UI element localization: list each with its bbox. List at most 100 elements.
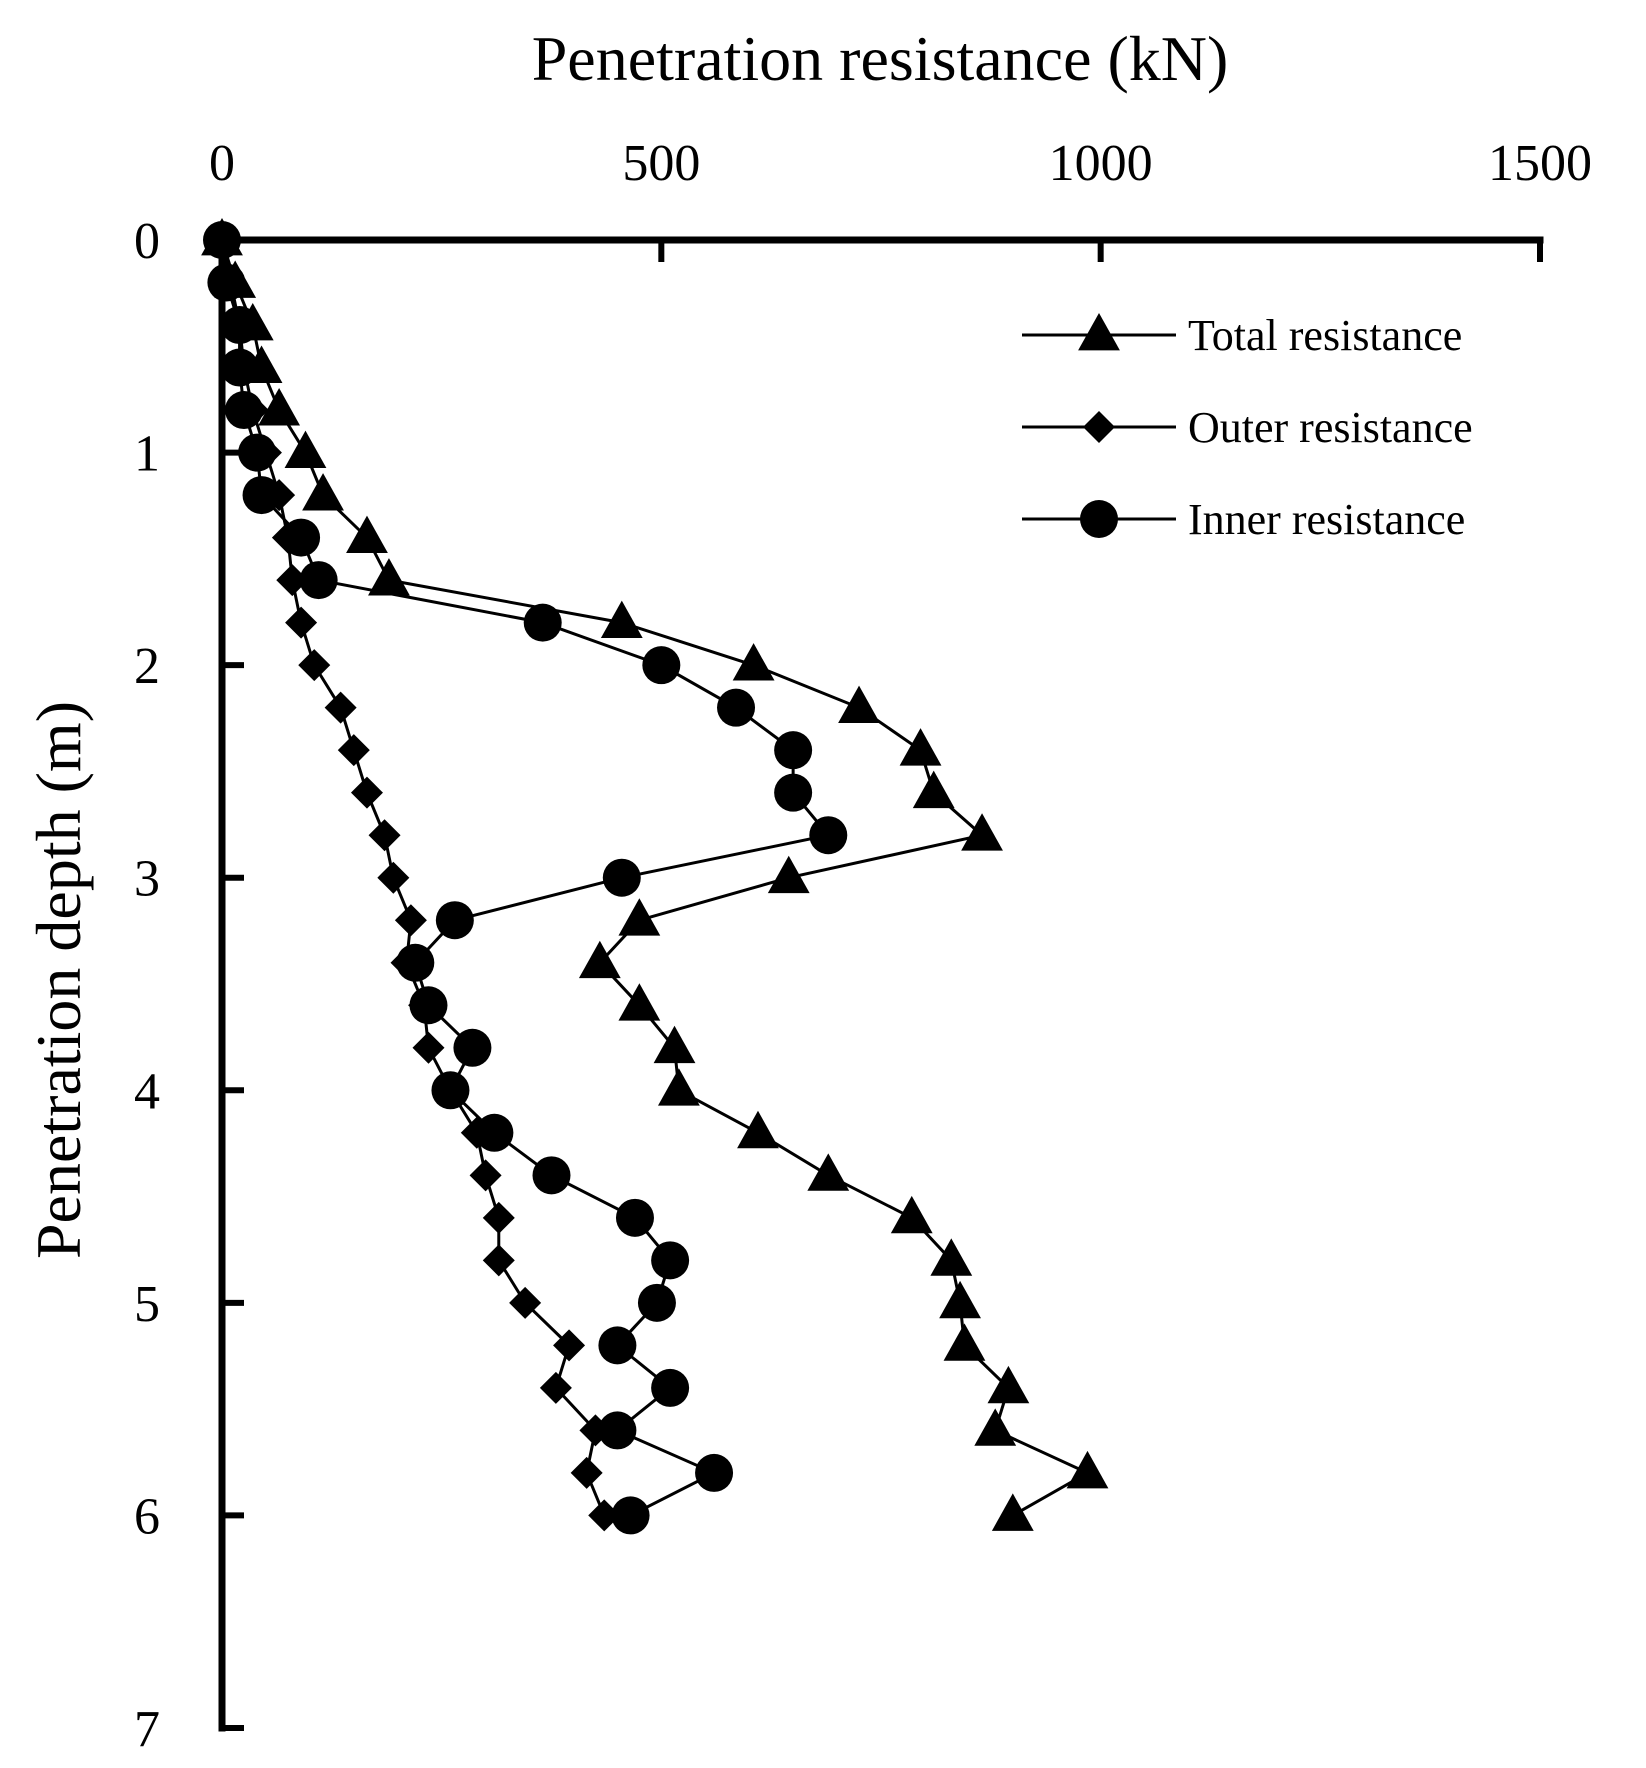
data-point-triangle <box>767 855 810 894</box>
data-point-diamond <box>539 1371 572 1404</box>
x-tick-label: 1500 <box>1488 135 1592 192</box>
y-tick-label: 3 <box>134 851 160 908</box>
data-point-triangle <box>930 1238 973 1276</box>
series-line-diamond <box>220 239 606 1517</box>
data-point-triangle <box>912 770 955 809</box>
data-point-triangle <box>302 473 344 511</box>
data-point-diamond <box>394 904 427 937</box>
data-point-circle <box>532 1156 571 1195</box>
data-point-triangle <box>368 558 410 596</box>
data-point-triangle <box>974 1408 1017 1446</box>
legend-label: Inner resistance <box>1188 495 1465 544</box>
x-tick-label: 0 <box>209 135 235 192</box>
data-point-diamond <box>337 734 370 767</box>
data-point-circle <box>435 901 474 940</box>
data-point-triangle <box>1066 1450 1109 1489</box>
data-point-diamond <box>412 1031 445 1064</box>
data-point-triangle <box>653 1025 696 1064</box>
data-point-triangle <box>346 515 388 553</box>
y-tick-label: 6 <box>134 1488 160 1545</box>
legend-item-triangle: Total resistance <box>1022 311 1462 360</box>
data-point-circle <box>615 1198 654 1237</box>
y-tick-label: 0 <box>134 213 160 270</box>
series-circle <box>203 221 848 1535</box>
data-point-diamond <box>482 1201 515 1234</box>
data-point-circle <box>651 1368 690 1407</box>
data-point-circle <box>282 518 321 557</box>
data-point-triangle <box>658 1068 700 1106</box>
data-point-circle <box>637 1283 676 1322</box>
axes-layer: 0 500 1000 1500 0 1 2 3 4 5 6 7 <box>134 135 1592 1758</box>
data-point-triangle <box>284 430 327 468</box>
data-point-diamond <box>324 691 357 724</box>
data-point-diamond <box>588 1499 621 1532</box>
data-point-circle <box>238 433 277 472</box>
data-point-circle <box>220 348 259 387</box>
data-point-triangle <box>737 1110 779 1149</box>
series-layer <box>201 218 1109 1535</box>
data-point-circle <box>642 646 681 685</box>
data-point-circle <box>523 603 562 642</box>
data-point-triangle <box>991 1493 1034 1531</box>
x-tick-label: 1000 <box>1049 135 1153 192</box>
y-tick-label: 5 <box>134 1276 160 1333</box>
data-point-triangle <box>987 1365 1030 1404</box>
data-point-triangle <box>961 813 1003 851</box>
data-point-diamond <box>482 1244 515 1277</box>
data-point-diamond <box>509 1286 542 1319</box>
data-point-circle <box>611 1496 650 1535</box>
legend-marker-circle <box>1080 500 1118 538</box>
series-line-triangle <box>220 239 1091 1517</box>
data-point-circle <box>598 1411 637 1450</box>
data-point-circle <box>203 221 241 259</box>
legend-marker-diamond <box>1083 411 1115 443</box>
legend-item-circle: Inner resistance <box>1022 495 1465 544</box>
data-point-circle <box>774 731 813 770</box>
data-point-triangle <box>618 983 661 1021</box>
data-point-circle <box>453 1028 492 1067</box>
data-point-circle <box>396 943 435 982</box>
data-point-diamond <box>368 819 401 852</box>
data-point-diamond <box>298 649 331 682</box>
y-tick-label: 2 <box>134 638 160 695</box>
data-point-circle <box>475 1113 514 1152</box>
data-point-circle <box>224 391 263 430</box>
data-point-triangle <box>600 600 643 639</box>
data-point-circle <box>207 263 246 302</box>
data-point-circle <box>299 561 338 600</box>
data-point-triangle <box>258 388 301 426</box>
data-point-diamond <box>350 776 383 809</box>
data-point-triangle <box>890 1195 933 1234</box>
data-point-diamond <box>276 564 309 597</box>
x-tick-label: 500 <box>622 135 700 192</box>
data-point-circle <box>220 306 259 345</box>
data-point-diamond <box>469 1159 502 1192</box>
data-point-circle <box>651 1241 690 1280</box>
data-point-diamond <box>553 1329 586 1362</box>
legend: Total resistance Outer resistance Inner re… <box>1022 311 1473 544</box>
data-point-circle <box>242 476 281 515</box>
y-axis-title: Penetration depth (m) <box>23 701 94 1259</box>
series-triangle <box>201 218 1109 1531</box>
data-point-circle <box>695 1453 734 1492</box>
data-point-triangle <box>939 1280 981 1319</box>
data-point-circle <box>774 773 813 812</box>
legend-item-diamond: Outer resistance <box>1022 403 1473 452</box>
data-point-triangle <box>578 940 621 979</box>
data-point-triangle <box>732 643 775 681</box>
data-point-circle <box>409 986 448 1025</box>
x-axis-title: Penetration resistance (kN) <box>532 23 1229 94</box>
y-tick-label: 4 <box>134 1063 160 1120</box>
data-point-circle <box>598 1326 637 1365</box>
data-point-triangle <box>807 1153 850 1191</box>
data-point-triangle <box>618 898 661 936</box>
data-point-diamond <box>570 1456 603 1489</box>
data-point-circle <box>717 688 756 727</box>
data-point-triangle <box>838 685 880 724</box>
y-tick-label: 7 <box>134 1701 160 1758</box>
data-point-triangle <box>943 1323 986 1361</box>
legend-label: Total resistance <box>1188 311 1462 360</box>
legend-label: Outer resistance <box>1188 403 1473 452</box>
